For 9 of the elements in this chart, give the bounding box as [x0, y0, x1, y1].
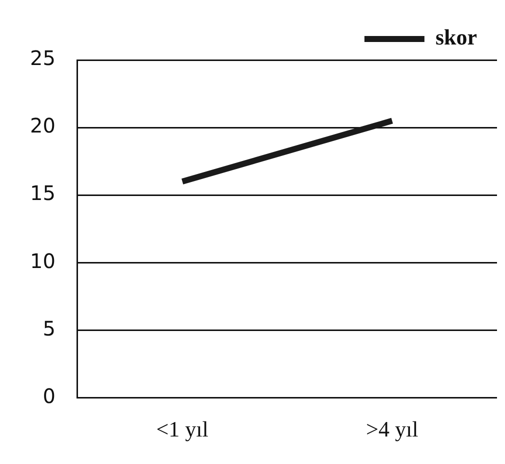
y-tick-label: 5 [42, 316, 56, 340]
y-tick-label: 20 [30, 114, 56, 138]
y-tick-label: 25 [30, 46, 56, 70]
x-tick-label: >4 yıl [366, 416, 418, 442]
y-tick-label: 10 [30, 248, 56, 273]
y-tick-label: 0 [42, 384, 56, 408]
x-tick-label: <1 yıl [156, 416, 208, 442]
y-tick-label: 15 [30, 181, 56, 206]
legend-label: skor [435, 24, 478, 50]
